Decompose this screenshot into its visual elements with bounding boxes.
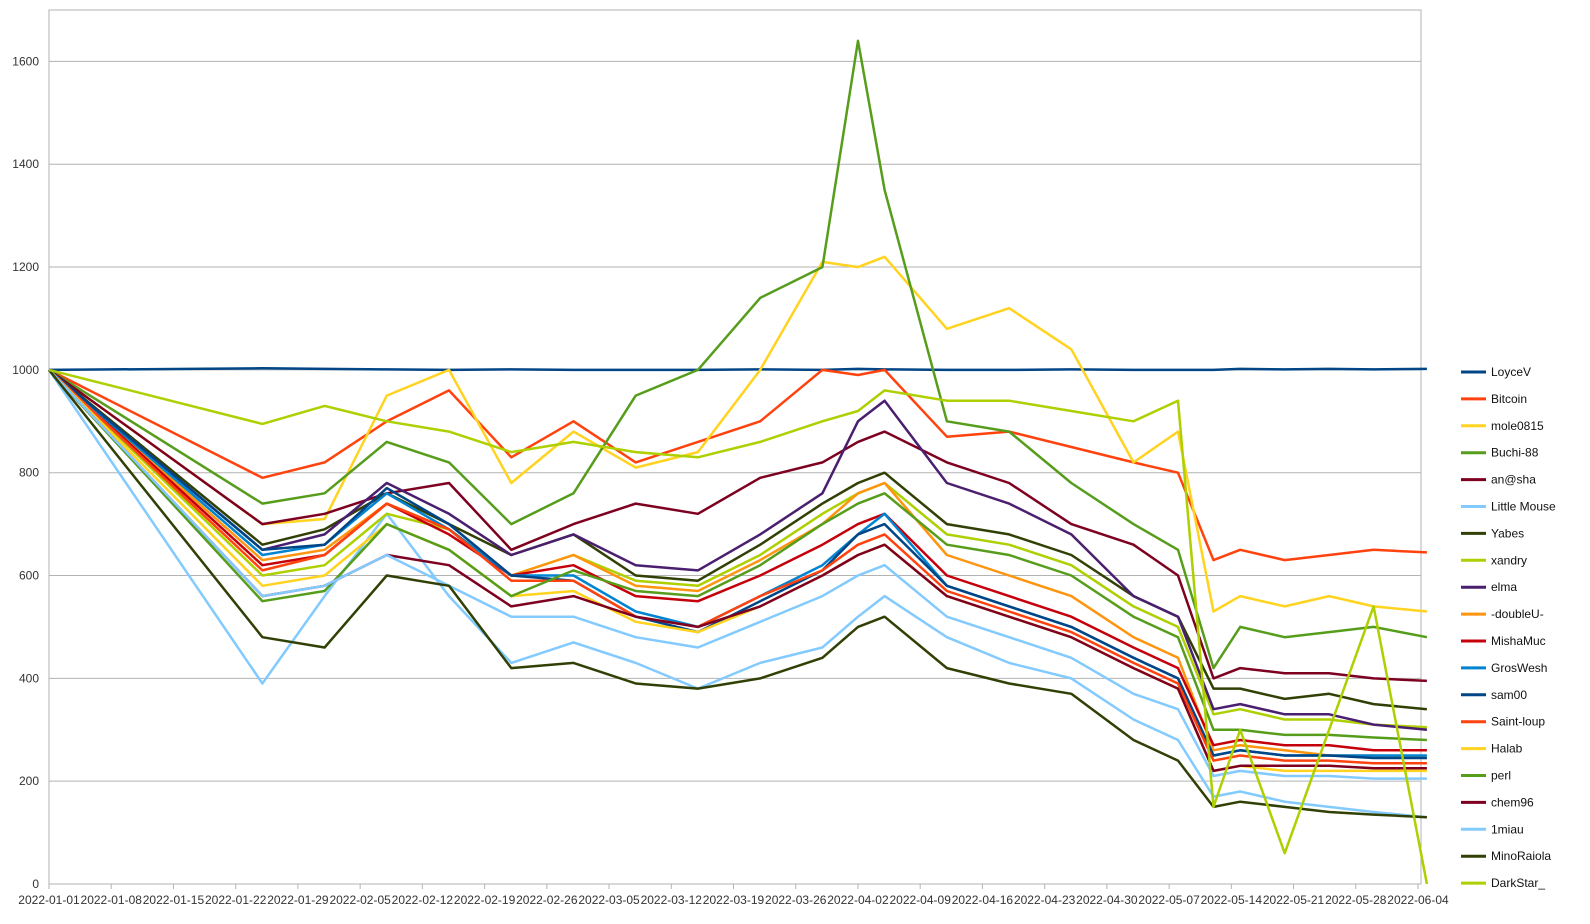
x-tick-label: 2022-04-30 [1076,893,1138,907]
y-tick-label: 600 [19,569,39,583]
series-line-elma [48,368,1428,732]
legend-label: -doubleU- [1491,607,1544,621]
x-tick-label: 2022-05-28 [1325,893,1387,907]
legend-item: LoyceV [1461,365,1531,379]
series-lines [47,39,1429,885]
legend-label: an@sha [1491,473,1536,487]
x-tick-label: 2022-03-12 [641,893,703,907]
x-tick-label: 2022-02-19 [454,893,516,907]
legend-label: elma [1491,580,1517,594]
legend-item: xandry [1461,553,1527,567]
legend: LoyceV Bitcoin mole0815 Buchi-88 an@sha Littl… [1461,365,1556,890]
x-tick-label: 2022-02-05 [329,893,391,907]
x-tick-label: 2022-01-22 [205,893,267,907]
legend-label: chem96 [1491,795,1534,809]
x-tick-labels: 2022-01-01 2022-01-08 2022-01-15 2022-01-22… [18,893,1449,907]
legend-label: Little Mouse [1491,500,1556,514]
legend-item: an@sha [1461,473,1536,487]
legend-item: GrosWesh [1461,661,1547,675]
y-tick-label: 800 [19,466,39,480]
legend-item: DarkStar_ [1461,876,1545,890]
y-tick-label: 200 [19,774,39,788]
legend-item: sam00 [1461,688,1527,702]
x-tick-label: 2022-05-14 [1201,893,1263,907]
legend-item: Little Mouse [1461,500,1556,514]
series-line-mole0815 [48,255,1428,613]
legend-label: Buchi-88 [1491,446,1539,460]
legend-label: xandry [1491,553,1527,567]
legend-item: elma [1461,580,1517,594]
series-line-MinoRaiola [48,369,1427,819]
x-tick-label: 2022-04-02 [827,893,889,907]
x-tick-label: 2022-05-07 [1138,893,1200,907]
legend-item: MishaMuc [1461,634,1546,648]
x-tick-label: 2022-01-15 [143,893,205,907]
legend-item: -doubleU- [1461,607,1544,621]
legend-label: LoyceV [1491,365,1531,379]
legend-label: sam00 [1491,688,1527,702]
series-line-Buchi-88 [48,39,1428,670]
x-tick-label: 2022-05-21 [1263,893,1325,907]
x-tick-label: 2022-01-08 [81,893,143,907]
legend-label: MinoRaiola [1491,849,1551,863]
legend-item: MinoRaiola [1461,849,1551,863]
y-tick-label: 1200 [12,260,39,274]
series-line-Bitcoin [48,368,1427,562]
legend-label: 1miau [1491,822,1524,836]
axes [48,9,1422,889]
series-line-chem96 [48,369,1427,773]
y-tick-label: 0 [32,877,39,891]
plot-frame [48,9,1422,885]
x-tick-label: 2022-04-09 [889,893,951,907]
legend-label: mole0815 [1491,419,1544,433]
legend-item: Buchi-88 [1461,446,1539,460]
series-line-Little Mouse [47,369,1428,819]
legend-label: MishaMuc [1491,634,1546,648]
legend-item: Yabes [1461,526,1524,540]
series-line-1miau [48,369,1427,780]
legend-label: DarkStar_ [1491,876,1545,890]
x-tick-label: 2022-03-19 [703,893,765,907]
legend-item: Bitcoin [1461,392,1527,406]
legend-label: Halab [1491,742,1523,756]
legend-item: mole0815 [1461,419,1544,433]
legend-label: Bitcoin [1491,392,1527,406]
legend-label: Yabes [1491,526,1524,540]
x-tick-label: 2022-03-26 [765,893,827,907]
series-line-an@sha [48,368,1427,683]
x-tick-label: 2022-01-29 [267,893,329,907]
legend-item: Saint-loup [1461,715,1545,729]
series-line-MishaMuc [48,368,1427,752]
series-line-DarkStar_ [48,368,1429,885]
legend-item: Halab [1461,742,1523,756]
x-tick-label: 2022-02-26 [516,893,578,907]
legend-label: Saint-loup [1491,715,1545,729]
series-line-Saint-loup [48,368,1427,765]
x-tick-label: 2022-01-01 [18,893,80,907]
y-tick-label: 1400 [12,157,39,171]
x-tick-label: 2022-06-04 [1387,893,1449,907]
y-tick-labels: 0 200 400 600 800 1000 1200 1400 1600 [12,54,39,891]
legend-item: chem96 [1461,795,1534,809]
legend-label: perl [1491,769,1511,783]
y-tick-label: 1000 [12,363,39,377]
x-tick-label: 2022-03-05 [578,893,640,907]
x-tick-label: 2022-02-12 [392,893,454,907]
legend-item: 1miau [1461,822,1524,836]
series-line-perl [48,369,1427,742]
legend-label: GrosWesh [1491,661,1547,675]
legend-item: perl [1461,769,1511,783]
series-line-LoyceV [48,367,1427,372]
x-tick-label: 2022-04-16 [952,893,1014,907]
y-tick-label: 400 [19,671,39,685]
x-tick-label: 2022-04-23 [1014,893,1076,907]
y-tick-label: 1600 [12,54,39,68]
